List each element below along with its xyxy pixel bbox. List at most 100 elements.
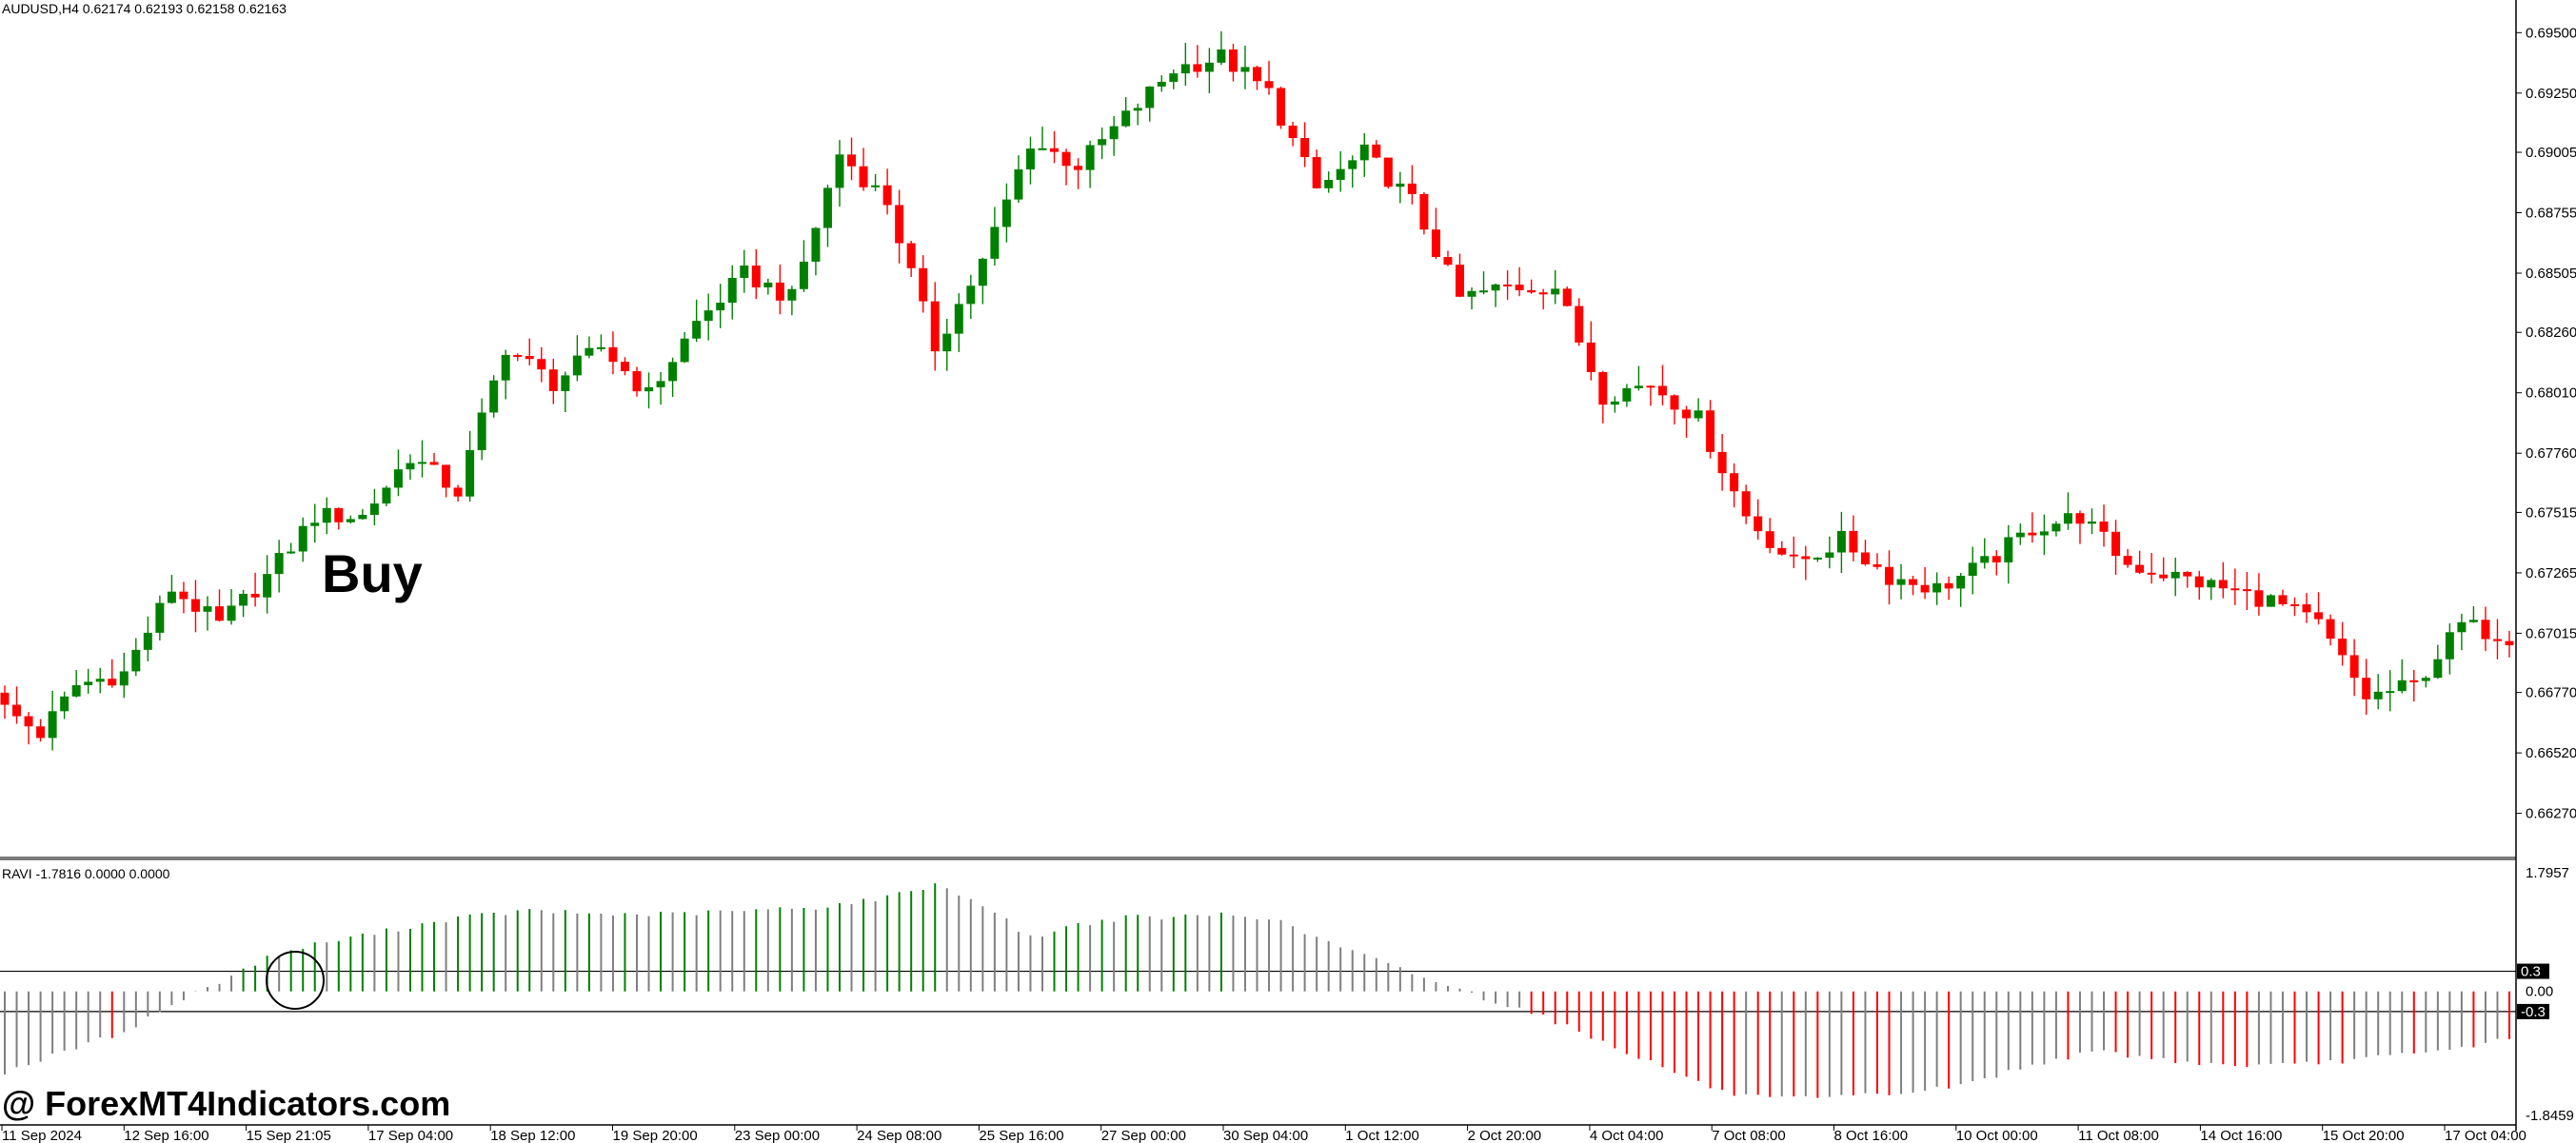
time-tick-label: 11 Oct 08:00 <box>2078 1128 2159 1143</box>
candle-body <box>1836 530 1846 553</box>
candle-body <box>1885 566 1894 585</box>
candle-body <box>1467 290 1476 297</box>
candle-body <box>1180 64 1190 74</box>
candle-body <box>2028 532 2037 536</box>
candle-body <box>1157 81 1166 87</box>
candle-body <box>727 278 737 304</box>
candle-body <box>429 462 439 465</box>
candle-body <box>2338 639 2348 656</box>
candle-body <box>1503 284 1513 286</box>
candle-body <box>1765 531 1774 548</box>
candle-body <box>1312 157 1321 188</box>
candle-body <box>1873 563 1882 567</box>
candle-body <box>2183 571 2192 577</box>
candle-body <box>1014 169 1023 200</box>
candle-body <box>2278 595 2288 604</box>
candle-body <box>393 469 403 488</box>
candle-body <box>1336 168 1345 181</box>
time-tick-label: 17 Oct 04:00 <box>2445 1128 2526 1143</box>
candle-body <box>1646 385 1655 388</box>
candle-body <box>680 338 689 363</box>
price-tick-label: 0.67015 <box>2526 625 2576 641</box>
candle-body <box>203 606 212 612</box>
candle-body <box>1419 193 1429 230</box>
candle-body <box>1860 552 1870 564</box>
candle-body <box>1359 144 1369 161</box>
candle-body <box>572 355 582 376</box>
candle-body <box>1061 151 1071 167</box>
candle-body <box>1455 265 1464 297</box>
price-tick-label: 0.67265 <box>2526 565 2576 581</box>
candle-body <box>12 704 22 717</box>
price-tick-label: 0.68755 <box>2526 206 2576 222</box>
candle-body <box>1944 582 1953 589</box>
candle-body <box>274 553 284 575</box>
time-tick-label: 11 Sep 2024 <box>2 1128 82 1143</box>
candle-body <box>1717 451 1727 474</box>
candle-body <box>167 591 176 603</box>
candle-body <box>1825 552 1834 558</box>
candle-body <box>1074 166 1083 170</box>
time-tick-label: 15 Oct 20:00 <box>2323 1128 2405 1143</box>
candle-body <box>608 346 618 363</box>
candle-body <box>358 514 367 520</box>
signal-circle <box>266 951 325 1010</box>
candle-body <box>1801 556 1811 560</box>
candle-body <box>477 412 486 451</box>
candle-body <box>942 333 952 352</box>
candle-body <box>2302 603 2311 613</box>
candle-body <box>2099 521 2109 532</box>
time-axis-ticks: 11 Sep 2024 12 Sep 16:00 15 Sep 21:05 17 Se… <box>1 1125 2526 1143</box>
candle-body <box>906 243 916 268</box>
candle-body <box>1956 575 1966 589</box>
candle-body <box>871 185 881 187</box>
candle-body <box>2075 513 2085 524</box>
candle-body <box>108 679 117 686</box>
candle-body <box>1098 139 1107 146</box>
candle-body <box>847 154 857 167</box>
candle-body <box>2218 580 2228 589</box>
candle-body <box>1050 148 1060 152</box>
candle-body <box>1538 292 1548 295</box>
time-tick-label: 23 Sep 00:00 <box>735 1128 820 1143</box>
time-tick-label: 1 Oct 12:00 <box>1345 1128 1419 1143</box>
candle-body <box>1372 144 1381 158</box>
candle-body <box>84 681 93 685</box>
candle-body <box>1562 288 1572 306</box>
time-tick-label: 18 Sep 12:00 <box>490 1128 575 1143</box>
candle-body <box>334 507 344 522</box>
candle-body <box>1240 67 1250 72</box>
candle-body <box>882 185 892 206</box>
candle-body <box>239 593 248 606</box>
ravi-indicator-plot <box>0 883 2516 1098</box>
candle-body <box>0 692 10 705</box>
candle-body <box>24 716 33 727</box>
level-tag <box>2517 963 2549 979</box>
candle-body <box>2409 680 2419 682</box>
candle-body <box>1288 125 1298 139</box>
candle-body <box>2194 576 2204 588</box>
candle-body <box>2230 588 2240 591</box>
time-tick-label: 19 Sep 20:00 <box>613 1128 698 1143</box>
candle-body <box>2039 531 2049 536</box>
candle-body <box>2051 523 2061 532</box>
candle-body <box>954 304 963 334</box>
candle-body <box>585 347 594 356</box>
candle-body <box>2242 589 2251 592</box>
candle-body <box>466 450 475 497</box>
candle-body <box>2433 659 2443 679</box>
candle-body <box>2170 571 2180 579</box>
candle-body <box>287 551 296 554</box>
candle-body <box>1515 285 1524 290</box>
candle-body <box>1813 557 1822 560</box>
candle-body <box>561 375 570 391</box>
candle-body <box>1277 88 1286 126</box>
candle-body <box>2207 580 2216 588</box>
time-tick-label: 15 Sep 21:05 <box>247 1128 331 1143</box>
candle-body <box>2159 574 2169 579</box>
candle-body <box>2015 532 2025 538</box>
candle-body <box>1264 81 1274 89</box>
candle-body <box>930 301 940 352</box>
